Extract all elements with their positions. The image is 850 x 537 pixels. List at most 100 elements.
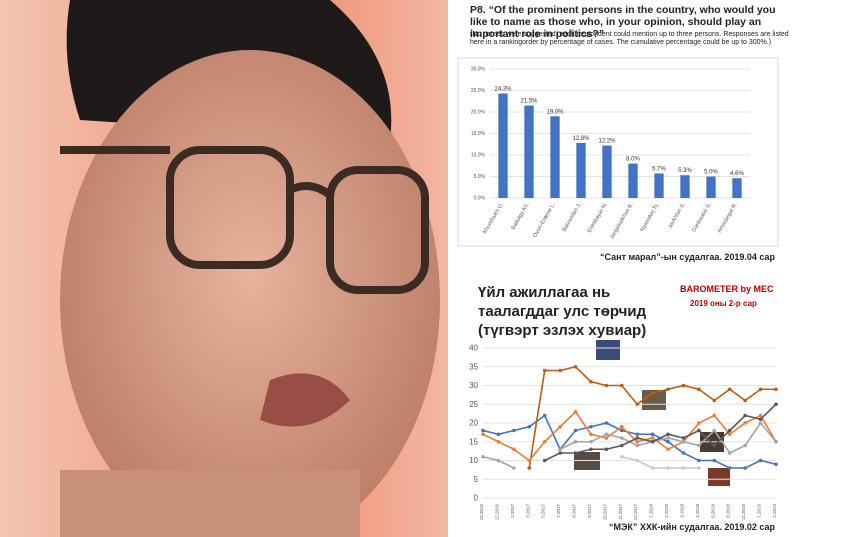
point [589, 447, 593, 452]
point [697, 443, 701, 448]
point [558, 424, 562, 429]
point [542, 439, 547, 444]
annotation: BAROMETER by MEC [680, 284, 774, 294]
x-tick-label: 11.2018 [741, 504, 746, 520]
y-tick-label: 40 [469, 344, 478, 353]
point [527, 458, 532, 463]
bar [732, 178, 742, 198]
point [697, 428, 701, 433]
point [774, 462, 778, 467]
value-label: 21.5% [520, 99, 538, 105]
point [558, 451, 562, 455]
point [481, 428, 485, 433]
y-tick-label: 0.0% [474, 196, 486, 202]
point [727, 428, 732, 433]
point [727, 432, 732, 437]
bar [680, 175, 690, 198]
x-tick-label: 3.2018 [679, 504, 684, 518]
series-line [482, 414, 777, 469]
y-tick-label: 25 [469, 400, 478, 409]
x-tick-label: 9.2017 [587, 504, 592, 518]
x-tick-label: 2.2017 [510, 504, 515, 518]
bar [602, 145, 612, 198]
point [743, 398, 747, 403]
point [619, 383, 624, 388]
point [542, 368, 547, 373]
point [604, 432, 609, 437]
bar-title: P8. “Of the prominent persons in the cou… [470, 4, 776, 40]
point [712, 443, 717, 448]
x-tick-label: Khurelsukh U. [482, 202, 505, 235]
annotation: 2019 оны 2-р сар [690, 299, 757, 308]
value-label: 5.7% [652, 166, 666, 172]
x-tick-label: Nyamdorj Ts. [640, 202, 661, 233]
point [512, 447, 516, 452]
y-tick-label: 5 [474, 475, 479, 484]
point [650, 466, 655, 470]
point [542, 413, 547, 418]
value-label: 24.3% [494, 87, 512, 93]
value-label: 4.6% [730, 171, 744, 177]
line-caption: “МЭК” ХХК-ийн судалгаа. 2019.02 сар [608, 522, 775, 532]
x-tick-label: Oyun-Erdene L. [532, 202, 557, 239]
x-tick-label: Battulga Kh. [511, 202, 531, 231]
point [697, 466, 701, 470]
point [666, 447, 670, 452]
point [666, 432, 670, 437]
point [573, 428, 578, 433]
point [758, 413, 763, 418]
point [774, 439, 778, 444]
point [573, 451, 578, 455]
bar [524, 105, 534, 198]
point [635, 402, 640, 407]
point [697, 421, 701, 425]
point [589, 432, 593, 437]
series-line [621, 455, 699, 469]
point [527, 466, 532, 470]
point [727, 451, 732, 455]
x-tick-label: Ganbaatar S. [691, 202, 713, 234]
point [727, 387, 732, 392]
point [512, 466, 516, 470]
point [727, 466, 732, 470]
point [681, 383, 686, 388]
point [619, 436, 624, 440]
point [558, 447, 562, 452]
bar [550, 116, 560, 198]
point [481, 432, 485, 437]
x-tick-label: 12.2016 [494, 504, 499, 521]
point [604, 447, 609, 452]
point [666, 466, 670, 470]
point [743, 421, 747, 425]
point [619, 424, 624, 429]
point [697, 458, 701, 463]
x-tick-label: 10.2016 [479, 504, 484, 521]
y-tick-label: 30 [469, 381, 478, 390]
point [573, 439, 578, 444]
point [604, 436, 609, 440]
value-label: 8.0% [626, 157, 640, 163]
bar [654, 173, 664, 198]
x-tick-label: Batzandan J. [561, 202, 582, 233]
point [758, 458, 763, 463]
x-tick-label: 2.2018 [664, 504, 669, 518]
point [712, 458, 717, 463]
point [774, 402, 778, 407]
point [681, 466, 686, 470]
point [496, 458, 501, 463]
y-tick-label: 10 [469, 456, 478, 465]
point [635, 432, 640, 437]
point [758, 387, 763, 392]
point [589, 439, 593, 444]
y-tick-label: 0 [474, 494, 479, 503]
x-tick-label: 10.2017 [602, 504, 607, 521]
point [666, 439, 670, 444]
point [650, 436, 655, 440]
bar-frame [457, 57, 779, 247]
y-tick-label: 25.0% [471, 88, 486, 94]
x-tick-label: 5.2017 [541, 504, 546, 518]
value-label: 5.3% [678, 168, 692, 174]
value-label: 5.0% [704, 170, 718, 176]
x-tick-label: 1.2019 [757, 504, 762, 518]
